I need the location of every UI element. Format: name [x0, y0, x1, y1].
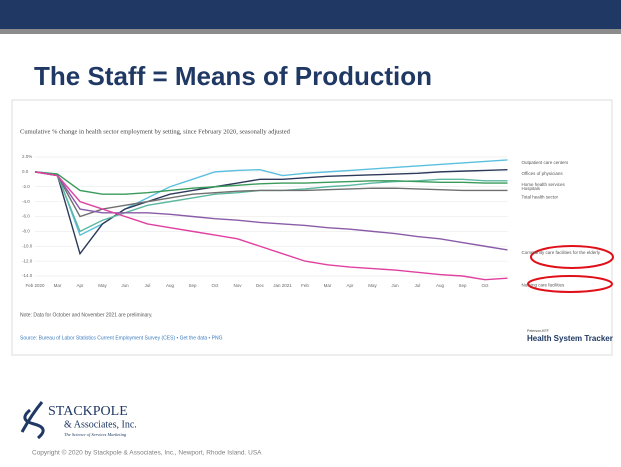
x-tick-label: Feb: [301, 283, 309, 288]
x-tick-label: Jun: [391, 283, 399, 288]
legend-label: Community care facilities for the elderl…: [522, 250, 601, 255]
x-tick-label: Oct: [211, 283, 219, 288]
logo-sub: & Associates, Inc.: [64, 419, 137, 430]
y-tick-label: -14.0: [22, 273, 33, 278]
x-tick-label: Feb 2020: [25, 283, 45, 288]
legend-label: Home health services: [522, 182, 566, 187]
x-tick-label: Aug: [166, 283, 175, 288]
line-series: [34, 171, 508, 281]
note: Note: Data for October and November 2021…: [20, 312, 152, 318]
x-tick-label: May: [98, 283, 107, 288]
y-tick-label: -2.0: [22, 184, 30, 189]
y-tick-label: -8.0: [22, 229, 30, 234]
slide-title: The Staff = Means of Production: [34, 61, 432, 91]
x-tick-label: Jul: [415, 283, 421, 288]
brand: Health System Tracker: [527, 334, 613, 343]
x-tick-label: Mar: [324, 283, 332, 288]
source: Source: Bureau of Labor Statistics Curre…: [20, 335, 223, 341]
y-tick-label: -6.0: [22, 214, 30, 219]
x-tick-label: Oct: [481, 283, 489, 288]
y-tick-label: 0.0: [22, 169, 29, 174]
x-tick-label: Mar: [54, 283, 62, 288]
y-tick-label: -4.0: [22, 199, 30, 204]
legend-label: Total health sector: [522, 195, 559, 200]
x-tick-label: Apr: [346, 283, 354, 288]
copyright: Copyright © 2020 by Stackpole & Associat…: [32, 449, 262, 457]
logo-name: STACKPOLE: [48, 404, 128, 419]
chart-title: Cumulative % change in health sector emp…: [20, 128, 291, 135]
legend-label: Nursing care facilities: [522, 282, 566, 287]
brand-small: Peterson-KFF: [527, 329, 549, 333]
highlight-ellipse: [530, 245, 614, 269]
line-series: [34, 171, 508, 218]
logo-tagline: The Science of Services Marketing: [64, 432, 127, 437]
x-tick-label: Jun: [121, 283, 129, 288]
line-series: [34, 171, 508, 195]
legend-label: Hospitals: [522, 186, 541, 191]
x-tick-label: May: [368, 283, 377, 288]
top-band: [0, 0, 621, 29]
logo-mark: [20, 401, 45, 440]
highlight-ellipse: [527, 275, 613, 293]
legend-label: Offices of physicians: [522, 171, 564, 176]
x-tick-label: Aug: [436, 283, 445, 288]
logo: STACKPOLE & Associates, Inc. The Science…: [20, 401, 137, 440]
gray-band: [0, 29, 621, 34]
legend-label: Outpatient care centers: [522, 160, 570, 165]
y-tick-label: 2.0%: [22, 154, 32, 159]
x-tick-label: Jul: [145, 283, 151, 288]
x-tick-label: Dec: [256, 283, 265, 288]
x-tick-label: Jan 2021: [273, 283, 292, 288]
chart-frame: [11, 99, 613, 356]
x-tick-label: Sep: [188, 283, 197, 288]
x-tick-label: Apr: [76, 283, 84, 288]
y-tick-label: -12.0: [22, 258, 33, 263]
x-tick-label: Nov: [233, 283, 242, 288]
y-tick-label: -10.0: [22, 243, 33, 248]
x-tick-label: Sep: [458, 283, 467, 288]
